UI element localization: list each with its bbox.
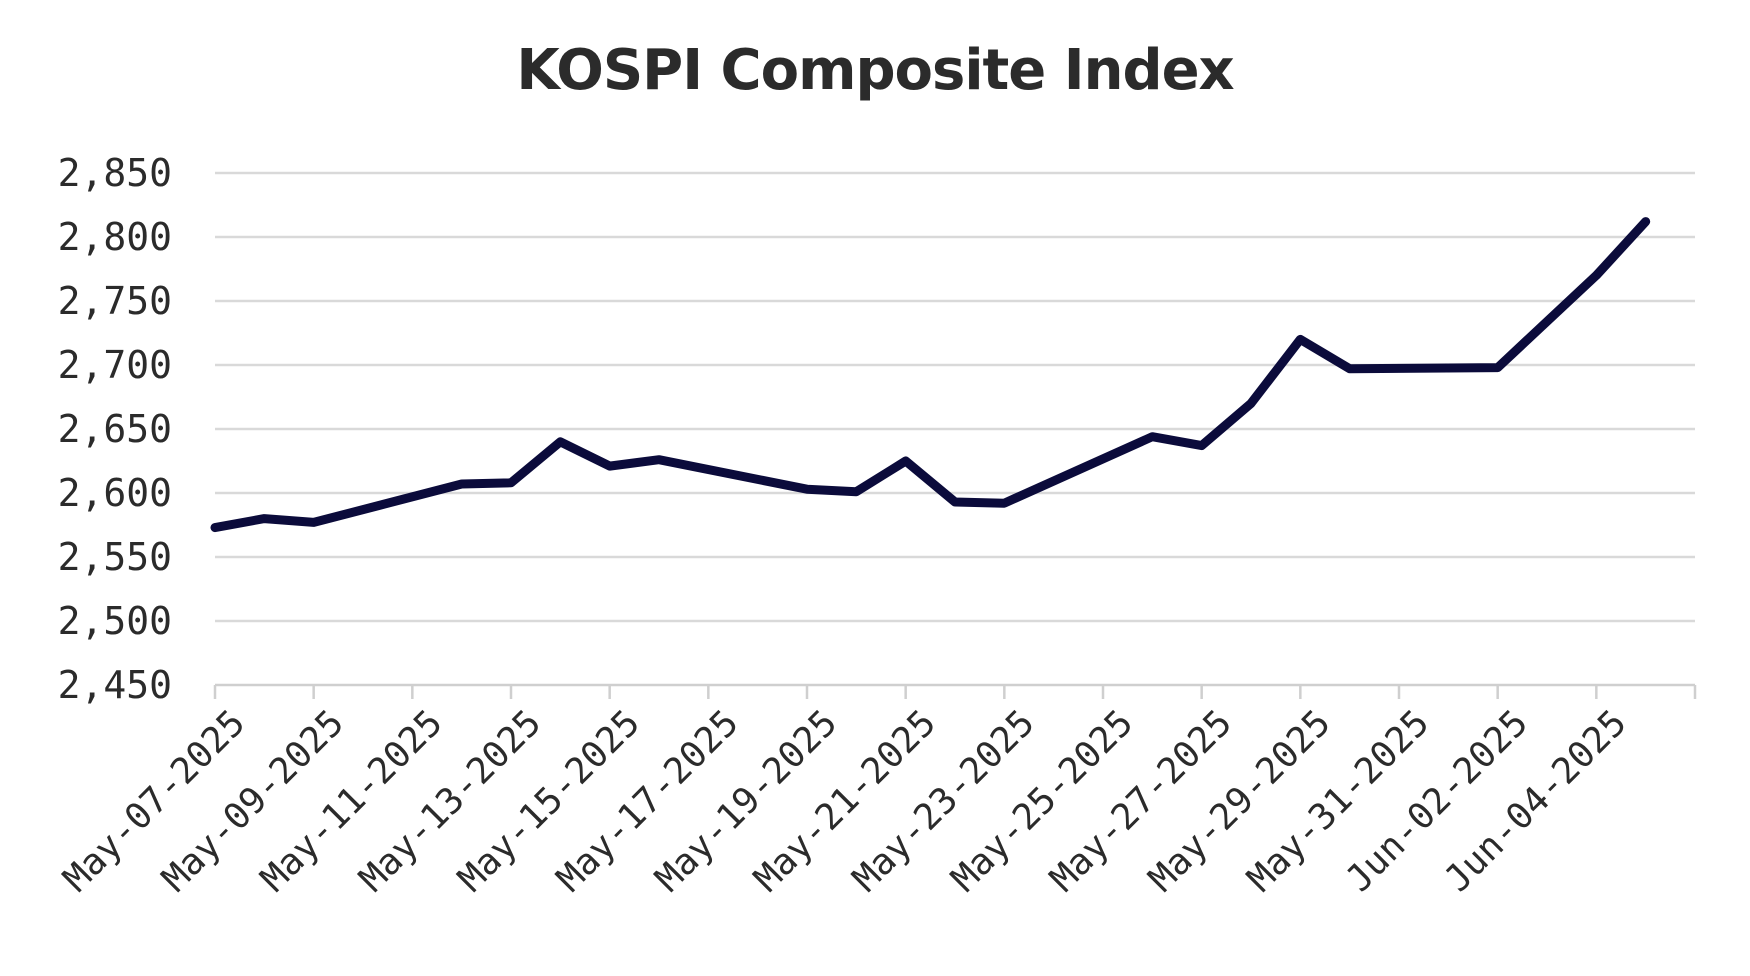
data-point	[263, 518, 265, 520]
data-point	[313, 521, 315, 523]
data-point	[1595, 274, 1597, 276]
data-point	[1299, 338, 1301, 340]
data-point	[1349, 368, 1351, 370]
data-point	[806, 488, 808, 490]
y-axis-tick-labels: 2,450 2,500 2,550 2,600 2,650 2,700 2,750 2,800…	[58, 151, 172, 707]
data-point	[1201, 445, 1203, 447]
data-point	[954, 501, 956, 503]
data-point	[1645, 221, 1647, 223]
data-point	[461, 483, 463, 485]
y-tick-label: 2,700	[58, 343, 172, 387]
gridlines	[215, 171, 1695, 623]
data-point	[658, 459, 660, 461]
y-tick-label: 2,750	[58, 279, 172, 323]
data-point	[559, 441, 561, 443]
data-point	[609, 465, 611, 467]
x-tick-label: Jun-04-2025	[1437, 702, 1635, 900]
data-point	[1151, 436, 1153, 438]
x-axis	[213, 683, 1697, 699]
chart-title: KOSPI Composite Index	[516, 38, 1234, 103]
series-layer	[210, 217, 1651, 533]
data-point	[1497, 367, 1499, 369]
y-tick-label: 2,650	[58, 407, 172, 451]
y-tick-label: 2,800	[58, 215, 172, 259]
y-tick-label: 2,600	[58, 471, 172, 515]
y-tick-label: 2,450	[58, 663, 172, 707]
data-point	[905, 460, 907, 462]
y-tick-label: 2,500	[58, 599, 172, 643]
data-point	[855, 491, 857, 493]
data-point	[510, 482, 512, 484]
data-point	[1003, 502, 1005, 504]
series-line	[210, 217, 1651, 533]
y-tick-label: 2,850	[58, 151, 172, 195]
y-tick-label: 2,550	[58, 535, 172, 579]
data-point	[214, 527, 216, 529]
x-axis-tick-labels: May-07-2025May-09-2025May-11-2025May-13-…	[56, 702, 1635, 900]
data-point	[1250, 402, 1252, 404]
